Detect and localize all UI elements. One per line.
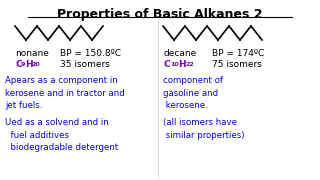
Text: 75 isomers: 75 isomers (212, 60, 262, 69)
Text: Properties of Basic Alkanes 2: Properties of Basic Alkanes 2 (57, 8, 263, 21)
Text: 20: 20 (32, 62, 41, 67)
Text: 35 isomers: 35 isomers (60, 60, 110, 69)
Text: H: H (178, 60, 186, 69)
Text: Apears as a component in
kerosene and in tractor and
jet fuels.: Apears as a component in kerosene and in… (5, 76, 125, 110)
Text: BP = 150.8ºC: BP = 150.8ºC (60, 49, 121, 58)
Text: 10: 10 (170, 62, 179, 67)
Text: 22: 22 (185, 62, 194, 67)
Text: (all isomers have
 similar properties): (all isomers have similar properties) (163, 118, 244, 140)
Text: BP = 174ºC: BP = 174ºC (212, 49, 264, 58)
Text: Ued as a solvend and in
  fuel additives
  biodegradable detergent: Ued as a solvend and in fuel additives b… (5, 118, 118, 152)
Text: nonane: nonane (15, 49, 49, 58)
Text: C: C (163, 60, 170, 69)
Text: H: H (25, 60, 33, 69)
Text: component of
gasoline and
 kerosene.: component of gasoline and kerosene. (163, 76, 223, 110)
Text: decane: decane (163, 49, 196, 58)
Text: C: C (15, 60, 22, 69)
Text: 9: 9 (21, 62, 25, 67)
